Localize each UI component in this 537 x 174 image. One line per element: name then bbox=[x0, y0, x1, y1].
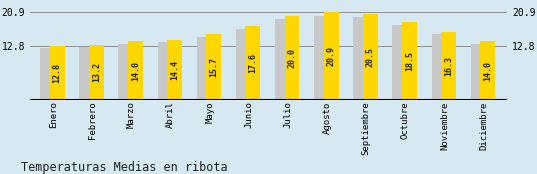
Bar bbox=[197, 37, 214, 100]
Bar bbox=[275, 19, 292, 100]
Bar bbox=[167, 40, 182, 100]
Text: 18.5: 18.5 bbox=[405, 51, 414, 71]
Text: 17.6: 17.6 bbox=[248, 53, 257, 73]
Text: 12.8: 12.8 bbox=[53, 63, 62, 83]
Bar bbox=[236, 29, 252, 100]
Bar bbox=[206, 34, 221, 100]
Text: 16.3: 16.3 bbox=[444, 56, 453, 76]
Bar bbox=[363, 14, 378, 100]
Text: 14.4: 14.4 bbox=[170, 60, 179, 80]
Text: 13.2: 13.2 bbox=[92, 62, 101, 82]
Bar bbox=[89, 45, 104, 100]
Bar bbox=[470, 44, 488, 100]
Bar bbox=[353, 17, 370, 100]
Bar bbox=[324, 12, 338, 100]
Bar bbox=[432, 34, 448, 100]
Bar bbox=[40, 49, 57, 100]
Bar bbox=[285, 16, 300, 100]
Text: Temperaturas Medias en ribota: Temperaturas Medias en ribota bbox=[21, 161, 228, 174]
Bar bbox=[402, 22, 417, 100]
Bar bbox=[441, 32, 456, 100]
Bar bbox=[314, 16, 331, 100]
Bar bbox=[393, 26, 409, 100]
Text: 14.0: 14.0 bbox=[131, 61, 140, 81]
Bar bbox=[79, 47, 96, 100]
Bar bbox=[118, 44, 135, 100]
Text: 20.0: 20.0 bbox=[287, 48, 296, 68]
Bar bbox=[50, 46, 64, 100]
Text: 15.7: 15.7 bbox=[209, 57, 218, 77]
Bar bbox=[480, 41, 495, 100]
Bar bbox=[245, 26, 260, 100]
Bar bbox=[157, 42, 175, 100]
Text: 14.0: 14.0 bbox=[483, 61, 492, 81]
Text: 20.5: 20.5 bbox=[366, 47, 375, 67]
Text: 20.9: 20.9 bbox=[326, 46, 336, 66]
Bar bbox=[128, 41, 143, 100]
